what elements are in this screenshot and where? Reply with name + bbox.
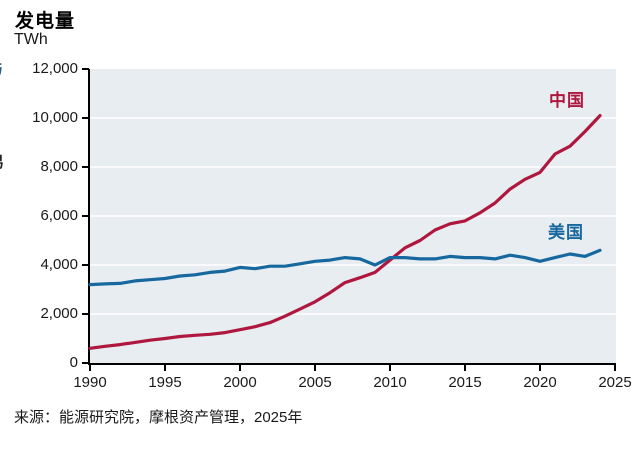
x-tick-label: 2015 bbox=[448, 374, 482, 391]
y-tick-label: 0 bbox=[69, 354, 78, 371]
x-tick-label: 2010 bbox=[373, 374, 407, 391]
y-tick-label: 2,000 bbox=[40, 305, 78, 322]
source-attribution: 来源：能源研究院，摩根资产管理，2025年 bbox=[14, 409, 303, 426]
x-tick-label: 2025 bbox=[598, 374, 632, 391]
series-label-china: 中国 bbox=[549, 91, 585, 110]
y-tick-label: 8,000 bbox=[40, 158, 78, 175]
y-tick-label: 12,000 bbox=[32, 60, 78, 77]
x-tick-label: 2020 bbox=[523, 374, 557, 391]
x-tick-label: 1995 bbox=[148, 374, 182, 391]
y-tick-label: 10,000 bbox=[32, 109, 78, 126]
chart-unit-label: TWh bbox=[14, 31, 48, 48]
y-tick-label: 4,000 bbox=[40, 256, 78, 273]
y-axis-labels: 0 2,000 4,000 6,000 8,000 10,000 12,000 bbox=[6, 0, 78, 452]
series-label-usa: 美国 bbox=[548, 223, 584, 242]
clipped-edge-character-mid: 易 bbox=[0, 155, 4, 170]
clipped-edge-character-top: 与 bbox=[0, 62, 3, 77]
x-tick-label: 2005 bbox=[298, 374, 332, 391]
chart-title: 发电量 bbox=[15, 11, 76, 32]
x-tick-label: 1990 bbox=[73, 374, 107, 391]
x-tick-label: 2000 bbox=[223, 374, 257, 391]
y-tick-label: 6,000 bbox=[40, 207, 78, 224]
